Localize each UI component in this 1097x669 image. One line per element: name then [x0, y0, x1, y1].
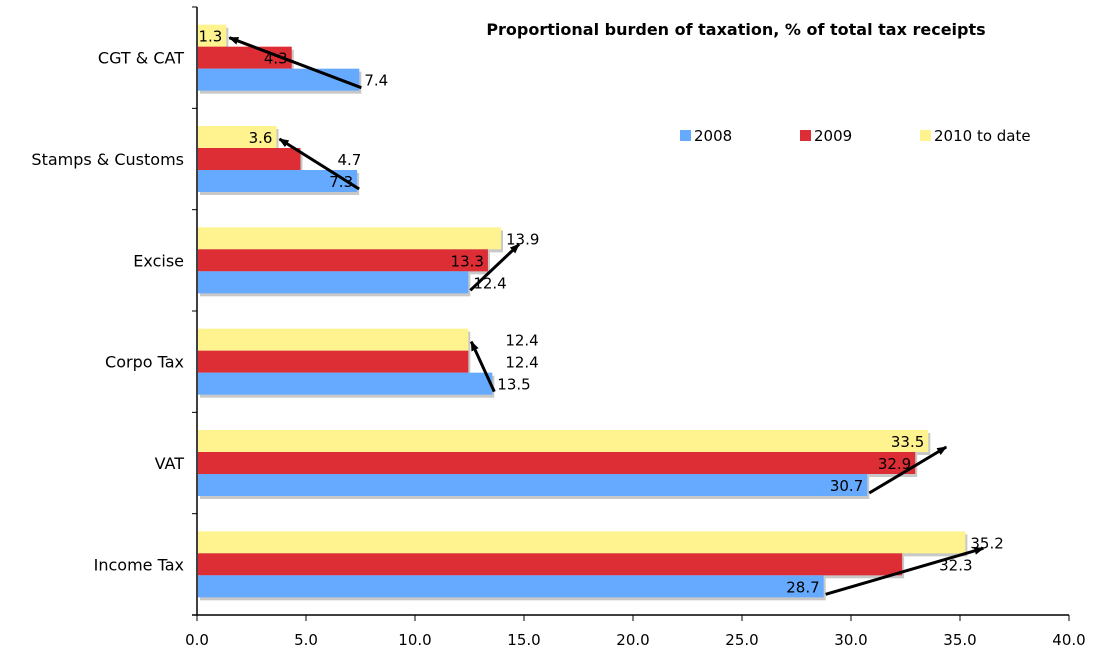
trend-arrow: [278, 137, 360, 191]
x-tick-label: 25.0: [725, 631, 758, 649]
bar-2009: [198, 350, 469, 373]
data-label: 4.7: [337, 151, 361, 169]
axes-layer: CGT & CAT Stamps & Customs Excise Corpo Tax…: [31, 6, 1086, 649]
data-label: 32.3: [939, 556, 972, 574]
bar-2010-to-date: [198, 531, 966, 554]
bars-layer: [198, 24, 968, 601]
bar-2009: [198, 452, 916, 474]
bar-2008: [198, 372, 493, 395]
bar-2010-to-date: [198, 227, 502, 250]
data-label: 7.4: [364, 72, 388, 90]
category-label: CGT & CAT: [98, 49, 184, 68]
data-label: 13.9: [506, 230, 539, 248]
data-label: 12.4: [505, 354, 538, 372]
bar-2010-to-date: [198, 24, 227, 47]
trend-arrow: [825, 546, 985, 596]
data-label: 35.2: [970, 534, 1003, 552]
data-label: 4.3: [264, 50, 288, 68]
bar-2008: [198, 271, 469, 294]
legend-swatch: [920, 130, 931, 141]
bar-2009: [198, 553, 903, 576]
bar-2008: [198, 575, 824, 598]
trend-arrow: [868, 445, 948, 495]
x-tick-label: 40.0: [1052, 631, 1085, 649]
legend-swatch: [800, 130, 811, 141]
category-label: Corpo Tax: [105, 353, 184, 372]
trend-arrow: [228, 36, 362, 90]
bar-2010-to-date: [198, 126, 277, 148]
data-label: 30.7: [830, 477, 863, 495]
data-label: 3.6: [249, 129, 273, 147]
data-labels-layer: 1.3 4.3 7.4 3.6 4.7 7.3 13.9 13.3 12.4 12.4 12.4 13…: [198, 28, 1003, 597]
data-label: 32.9: [878, 455, 911, 473]
data-label: 7.3: [329, 173, 353, 191]
data-label: 13.3: [451, 252, 484, 270]
data-label: 1.3: [198, 28, 222, 46]
legend: 2008 2009 2010 to date: [680, 127, 1031, 145]
legend-swatch: [680, 130, 691, 141]
chart-title: Proportional burden of taxation, % of to…: [486, 20, 985, 39]
category-label: Stamps & Customs: [31, 150, 184, 169]
arrows-layer: [228, 36, 985, 596]
bar-2009: [198, 148, 301, 170]
legend-label: 2010 to date: [934, 127, 1031, 145]
x-tick-label: 20.0: [616, 631, 649, 649]
data-label: 28.7: [786, 578, 819, 596]
bar-2008: [198, 170, 358, 192]
legend-label: 2009: [814, 127, 852, 145]
bar-2010-to-date: [198, 328, 469, 351]
data-label: 13.5: [497, 376, 530, 394]
x-tick-label: 0.0: [185, 631, 209, 649]
bar-2008: [198, 474, 868, 496]
data-label: 33.5: [891, 433, 924, 451]
x-tick-label: 10.0: [398, 631, 431, 649]
x-tick-label: 15.0: [507, 631, 540, 649]
data-label: 12.4: [473, 274, 506, 292]
data-label: 12.4: [505, 332, 538, 350]
bar-2009: [198, 249, 488, 272]
x-tick-label: 35.0: [943, 631, 976, 649]
x-tick-label: 5.0: [294, 631, 318, 649]
category-label: Income Tax: [94, 555, 184, 574]
bar-2008: [198, 68, 360, 91]
legend-label: 2008: [694, 127, 732, 145]
bar-2010-to-date: [198, 430, 929, 452]
x-tick-label: 30.0: [834, 631, 867, 649]
trend-arrow: [469, 243, 521, 292]
category-label: Excise: [133, 251, 184, 270]
category-label: VAT: [155, 454, 185, 473]
trend-arrow: [469, 340, 496, 393]
